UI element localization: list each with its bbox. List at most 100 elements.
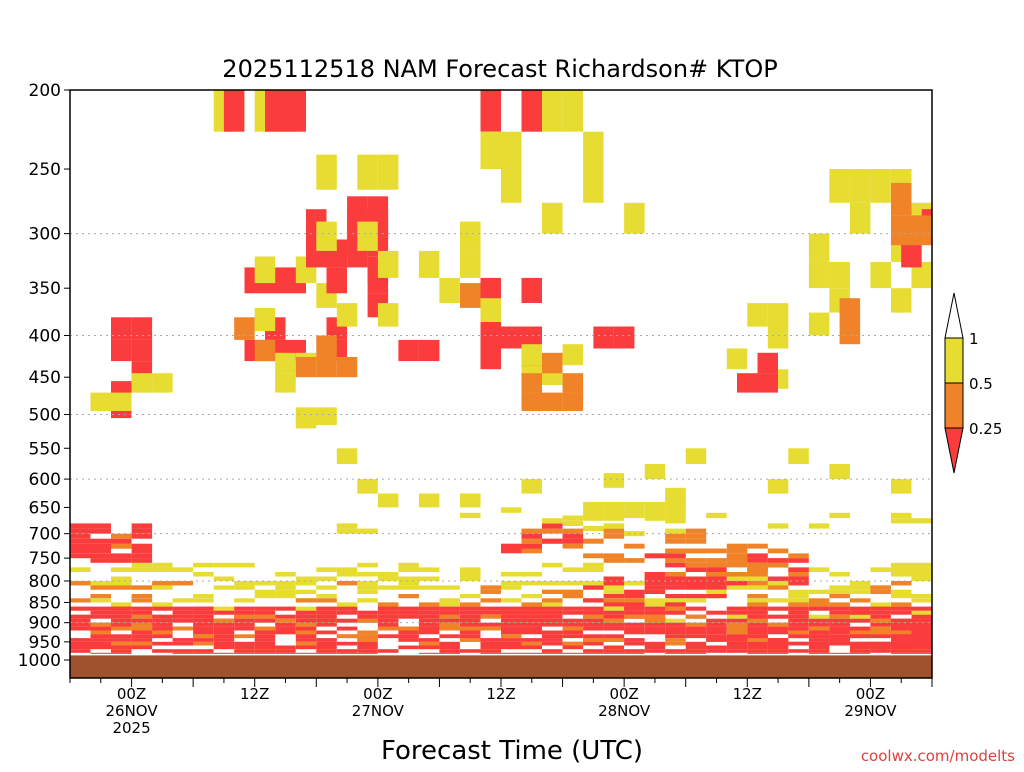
ri-cell-low (418, 638, 440, 642)
ri-cell-low (685, 594, 707, 599)
ri-cell-mid (254, 339, 276, 362)
ri-cell-mid (849, 598, 871, 603)
ri-cell-low (111, 638, 132, 642)
x-tick-label: 12Z (486, 685, 515, 703)
ri-cell-low (275, 622, 296, 627)
ri-cell-mid (111, 585, 132, 590)
ri-cell-low (254, 645, 276, 650)
ri-cell-low (644, 641, 666, 646)
ri-cell-mid (603, 558, 625, 563)
ri-cell-low (726, 610, 748, 615)
ri-cell-high (398, 581, 419, 586)
ri-cell-high (891, 512, 912, 519)
ri-cell-low (480, 645, 501, 650)
ri-cell-low (131, 523, 153, 529)
ri-cell-low (542, 638, 563, 642)
ri-cell-high (542, 202, 563, 234)
ri-cell-low (870, 641, 891, 646)
ri-cell-low (234, 606, 255, 611)
chart-title: 2025112518 NAM Forecast Richardson# KTOP (222, 55, 777, 83)
ri-cell-low (213, 641, 235, 646)
ri-cell-low (90, 641, 111, 646)
ri-cell-high (460, 493, 481, 508)
ri-cell-high (213, 606, 235, 611)
ri-cell-high (665, 518, 686, 524)
ri-cell-high (460, 512, 481, 519)
ri-cell-high (603, 606, 625, 611)
ri-cell-high (808, 589, 830, 594)
ri-cell-low (295, 618, 317, 623)
ri-cell-high (747, 585, 768, 590)
ri-cell-mid (665, 538, 686, 544)
ri-cell-high (275, 589, 296, 594)
ri-cell-low (767, 626, 789, 631)
ri-cell-low (644, 606, 666, 611)
ri-cell-low (542, 622, 563, 627)
ri-cell-high (521, 479, 542, 494)
ri-cell-low (336, 610, 358, 615)
ri-cell-mid (603, 598, 625, 603)
ri-cell-high (377, 572, 399, 577)
ri-cell-high (377, 493, 399, 508)
ri-cell-low (726, 641, 748, 646)
ri-cell-high (234, 585, 255, 590)
ri-cell-low (767, 638, 789, 642)
ri-cell-low (234, 610, 255, 615)
ri-cell-mid (295, 598, 317, 603)
ri-cell-low (849, 618, 871, 623)
ri-cell-low (295, 614, 317, 619)
ri-cell-high (213, 562, 235, 568)
ri-cell-low (706, 626, 727, 631)
ri-cell-low (706, 594, 727, 599)
ri-cell-low (398, 606, 419, 611)
ri-cell-low (603, 634, 625, 639)
ri-cell-low (90, 638, 111, 642)
ri-cell-low (788, 610, 809, 615)
ri-cell-high (726, 614, 748, 619)
ri-cell-mid (234, 634, 255, 639)
ri-cell-high (172, 567, 194, 572)
ri-cell-low (213, 630, 235, 635)
ri-cell-mid (357, 618, 378, 623)
ri-cell-low (603, 602, 625, 607)
ri-cell-high (562, 90, 584, 132)
ri-cell-low (398, 614, 419, 619)
ri-cell-mid (562, 626, 584, 631)
ri-cell-high (234, 562, 255, 568)
ri-cell-high (316, 594, 337, 599)
ri-cell-low (542, 614, 563, 619)
ri-cell-low (398, 630, 419, 635)
ri-cell-mid (542, 352, 563, 374)
ri-cell-high (275, 352, 296, 374)
x-tick-label: 2025 (112, 719, 150, 737)
ri-cell-low (891, 618, 912, 623)
ri-cell-low (460, 614, 481, 619)
ri-cell-high (152, 585, 173, 590)
ri-cell-high (295, 606, 317, 611)
ri-cell-low (131, 610, 153, 615)
ri-cell-low (336, 626, 358, 631)
ri-cell-low (439, 618, 460, 623)
ri-cell-high (767, 598, 789, 603)
ri-cell-low (788, 626, 809, 631)
ri-cell-high (747, 576, 768, 581)
ri-cell-low (583, 618, 604, 623)
ri-cell-mid (316, 598, 337, 603)
ri-cell-mid (316, 335, 337, 357)
ri-cell-high (849, 585, 871, 590)
y-tick-label: 550 (29, 439, 61, 459)
ri-cell-mid (726, 558, 748, 563)
ri-cell-mid (665, 548, 686, 554)
ri-cell-high (90, 581, 111, 586)
ri-cell-low (521, 618, 542, 623)
ri-cell-low (172, 606, 194, 611)
ri-cell-low (624, 594, 645, 599)
x-axis-label: Forecast Time (UTC) (381, 736, 643, 766)
ri-cell-low (70, 528, 91, 534)
ri-cell-high (501, 169, 522, 203)
ri-cell-low (357, 649, 378, 653)
ri-cell-low (665, 649, 686, 653)
ri-cell-high (501, 572, 522, 577)
ri-cell-low (665, 634, 686, 639)
ri-cell-low (131, 548, 153, 554)
